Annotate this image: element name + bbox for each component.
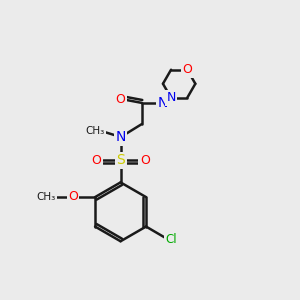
Text: O: O <box>182 63 192 76</box>
Text: S: S <box>116 153 125 167</box>
Text: N: N <box>116 130 126 144</box>
Text: N: N <box>167 91 176 104</box>
Text: O: O <box>68 190 78 203</box>
Text: CH₃: CH₃ <box>37 191 56 202</box>
Text: Cl: Cl <box>166 233 178 246</box>
Text: CH₃: CH₃ <box>85 126 105 136</box>
Text: N: N <box>158 96 168 110</box>
Text: O: O <box>92 154 101 167</box>
Text: O: O <box>140 154 150 167</box>
Text: O: O <box>115 93 125 106</box>
